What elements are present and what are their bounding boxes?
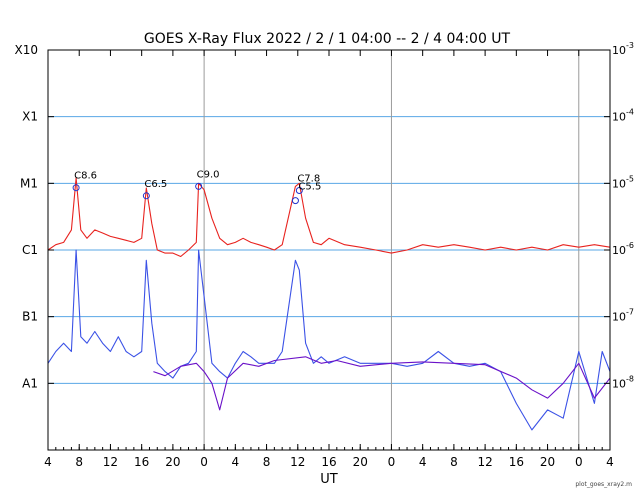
x-tick-label: 0 xyxy=(388,455,396,469)
x-tick-label: 20 xyxy=(540,455,555,469)
flare-label: C8.6 xyxy=(74,171,97,182)
x-tick-label: 12 xyxy=(290,455,305,469)
flare-label: C9.0 xyxy=(197,169,220,180)
x-tick-label: 8 xyxy=(450,455,458,469)
x-tick-label: 4 xyxy=(44,455,52,469)
axis-layer: X10 X1 M1 C1 B1 A1 10-3 10-4 10-5 10-6 10-7 10-8 4 8 1… xyxy=(15,41,634,469)
x-axis-label: UT xyxy=(320,472,338,487)
x-tick-label: 12 xyxy=(103,455,118,469)
left-axis-label: X1 xyxy=(22,110,38,124)
right-axis-exponent: -8 xyxy=(626,374,634,383)
x-tick-label: 0 xyxy=(575,455,583,469)
flare-marker-circle xyxy=(142,192,150,200)
x-tick-label: 4 xyxy=(606,455,614,469)
x-tick-label: 8 xyxy=(263,455,271,469)
right-axis-exponent: -7 xyxy=(626,308,634,317)
flare-marker-circle xyxy=(291,197,299,205)
right-axis-label: 10-6 xyxy=(612,241,634,257)
x-tick-label: 8 xyxy=(75,455,83,469)
x-tick-label: 16 xyxy=(134,455,149,469)
series-layer xyxy=(47,177,611,431)
right-axis-exponent: -4 xyxy=(626,108,634,117)
x-tick-label: 4 xyxy=(419,455,427,469)
flare-marker-circle xyxy=(72,184,80,192)
right-axis-exponent: -3 xyxy=(626,41,634,50)
x-tick-label: 16 xyxy=(509,455,524,469)
flux-series-line-2 xyxy=(47,249,611,431)
left-axis-label: A1 xyxy=(22,376,38,390)
right-axis-label: 10-4 xyxy=(612,108,634,124)
grid-layer xyxy=(48,50,610,450)
x-tick-label: 20 xyxy=(165,455,180,469)
right-axis-exponent: -5 xyxy=(626,174,634,183)
flare-marker-circle xyxy=(295,187,303,195)
flare-label: C7.8 xyxy=(297,174,320,185)
left-axis-label: B1 xyxy=(22,310,38,324)
x-tick-label: 12 xyxy=(477,455,492,469)
x-tick-label: 20 xyxy=(353,455,368,469)
chart-title: GOES X-Ray Flux 2022 / 2 / 1 04:00 -- 2 … xyxy=(144,31,511,47)
left-axis-label: M1 xyxy=(20,176,38,190)
flare-label: C6.5 xyxy=(144,179,167,190)
flux-series-line-3 xyxy=(153,356,611,411)
right-axis-label: 10-8 xyxy=(612,374,634,390)
x-tick-label: 0 xyxy=(200,455,208,469)
x-tick-label: 16 xyxy=(321,455,336,469)
left-axis-label: X10 xyxy=(15,43,39,57)
x-tick-label: 4 xyxy=(232,455,240,469)
right-axis-label: 10-5 xyxy=(612,174,634,190)
flare-label: C5.5 xyxy=(298,182,321,193)
left-axis-label: C1 xyxy=(22,243,38,257)
right-axis-exponent: -6 xyxy=(626,241,634,250)
right-axis-label: 10-7 xyxy=(612,308,634,324)
flux-series-line-1 xyxy=(47,177,611,258)
right-axis-label: 10-3 xyxy=(612,41,634,57)
flare-marker-circle xyxy=(195,182,203,190)
flare-marker-layer: C8.6 C6.5 C9.0 C7.8C5.5 xyxy=(72,169,321,205)
credit-text: plot_goes_xray2.m xyxy=(575,481,632,488)
